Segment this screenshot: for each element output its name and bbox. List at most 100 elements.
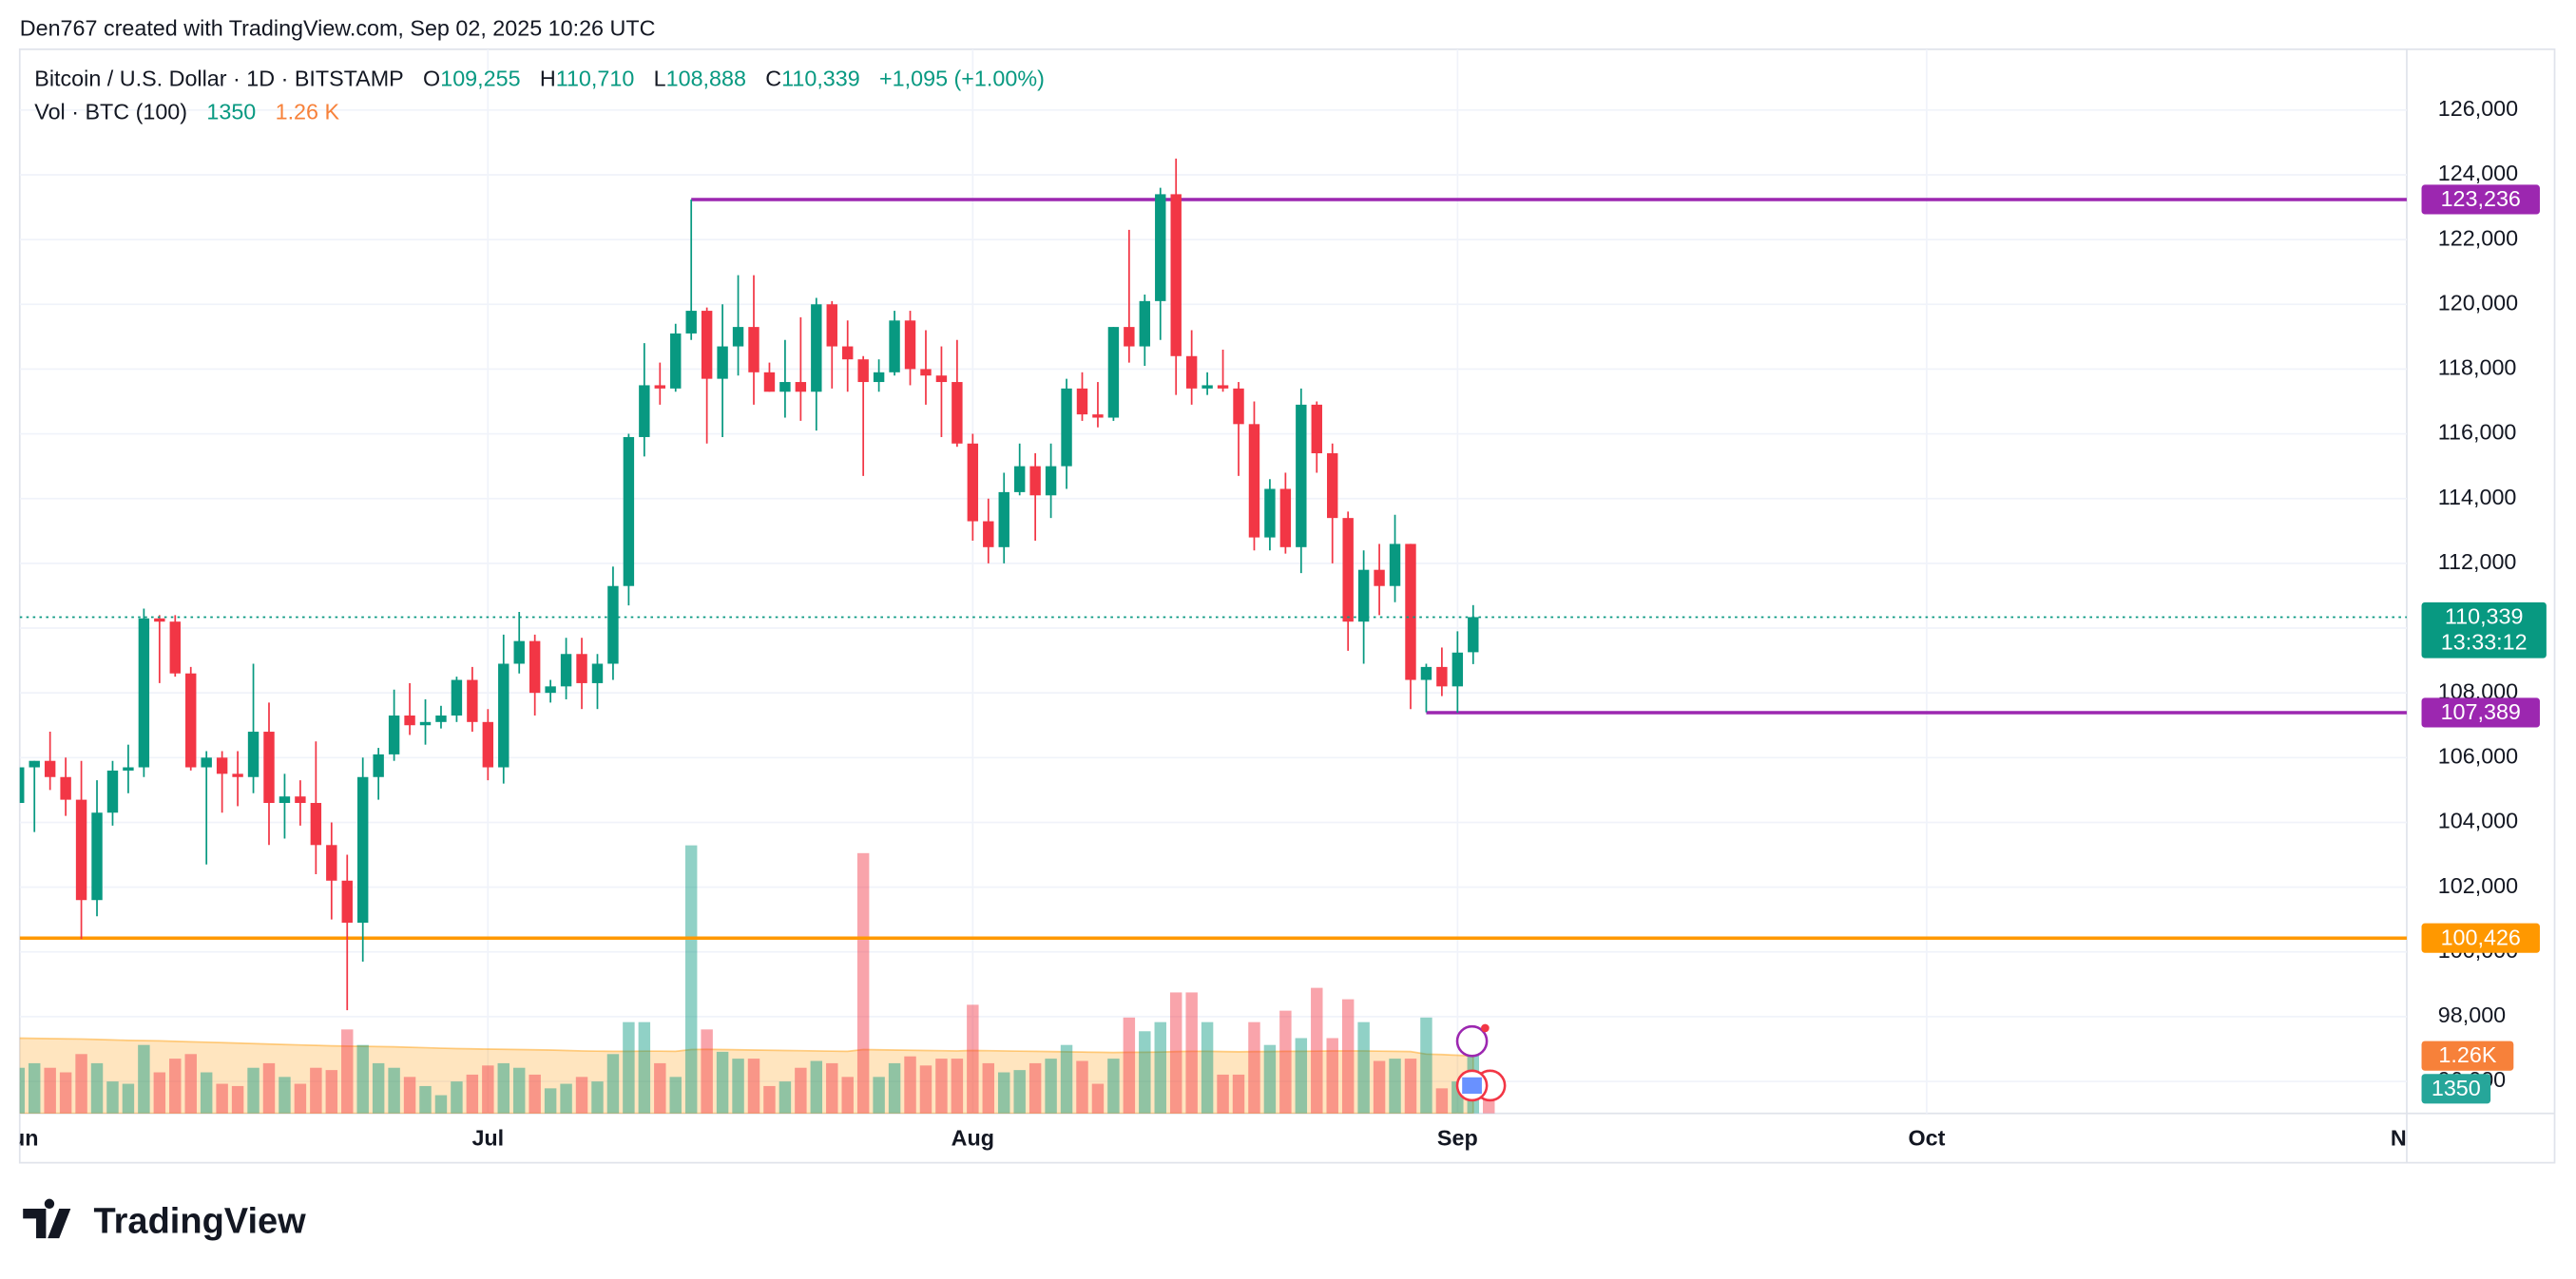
candle-body: [1217, 385, 1229, 389]
volume-bar: [841, 1077, 854, 1114]
candle-body: [1405, 544, 1416, 680]
candle-body: [607, 585, 619, 664]
volume-bar: [310, 1067, 322, 1114]
candle-body: [44, 760, 56, 777]
candle-body: [670, 333, 682, 389]
icon: [1462, 1077, 1482, 1095]
candle-body: [1155, 194, 1166, 301]
volume-bar: [810, 1060, 823, 1114]
volume-bar: [1279, 1010, 1292, 1114]
volume-bar: [654, 1062, 666, 1114]
volume-bar: [403, 1077, 416, 1114]
volume-box: [2421, 1074, 2491, 1104]
candle-body: [795, 382, 807, 392]
price-label: 107,389: [2441, 699, 2521, 724]
candle-body: [623, 436, 635, 586]
volume-bar: [19, 1067, 25, 1114]
candle-body: [404, 716, 415, 726]
volume-bar: [544, 1088, 557, 1114]
volume-bar: [684, 845, 698, 1114]
candle-body: [106, 770, 119, 813]
candle-body: [1311, 404, 1322, 454]
symbol: Bitcoin / U.S. Dollar · 1D · BITSTAMP: [34, 67, 403, 91]
candle-body: [983, 521, 994, 547]
volume-title: Vol · BTC (100): [34, 99, 187, 124]
candle-body: [560, 654, 572, 687]
x-tick-label: Jul: [471, 1126, 504, 1151]
candle-body: [388, 716, 400, 754]
volume-bar: [1295, 1038, 1308, 1114]
volume-bar: [998, 1072, 1010, 1114]
brand-name: TradingView: [94, 1202, 307, 1242]
price-label-box: [2421, 184, 2540, 215]
candle-body: [576, 654, 587, 683]
candle-body: [1342, 518, 1354, 622]
candle-body: [889, 320, 900, 372]
volume-bar: [59, 1072, 72, 1114]
volume-bar: [638, 1021, 651, 1114]
candle-body: [154, 618, 165, 622]
candle-body: [685, 311, 697, 334]
x-tick-label: Nov: [2391, 1126, 2432, 1151]
volume-bar: [75, 1054, 87, 1114]
volume-bar: [1357, 1021, 1370, 1114]
y-tick-label: 114,000: [2438, 485, 2517, 509]
candle-body: [232, 773, 243, 777]
candle-body: [451, 679, 463, 716]
ohlc-value: 110,710: [556, 67, 635, 91]
volume-bar: [1028, 1062, 1042, 1114]
volume-bar: [341, 1029, 354, 1114]
candle-body: [357, 776, 369, 924]
x-tick-label: Sep: [1437, 1126, 1478, 1151]
candle-body: [1420, 666, 1432, 680]
x-tick-label: Aug: [952, 1126, 994, 1151]
volume-bar: [763, 1085, 776, 1114]
candle-body: [1357, 569, 1370, 622]
attribution: Den767 created with TradingView.com, Sep…: [20, 15, 656, 40]
volume-bar: [779, 1081, 792, 1114]
volume-bar: [184, 1054, 197, 1114]
change: +1,095 (+1.00%): [879, 67, 1045, 91]
volume-bar: [90, 1062, 104, 1114]
candle-body: [842, 346, 854, 360]
volume-bar: [153, 1072, 166, 1114]
candle-body: [1468, 617, 1479, 653]
y-tick-label: 122,000: [2438, 225, 2518, 250]
volume-bar: [716, 1051, 729, 1114]
volume-bar: [1326, 1038, 1338, 1114]
candle-body: [998, 491, 1009, 547]
volume-bar: [935, 1059, 948, 1114]
price-label: 100,426: [2441, 925, 2521, 949]
candle-body: [1045, 466, 1057, 496]
volume-bar: [982, 1062, 995, 1114]
volume-bar: [529, 1074, 541, 1114]
candle-body: [91, 812, 103, 901]
candle-body: [826, 304, 837, 347]
ohlc-value: 110,339: [781, 67, 860, 91]
volume-bar: [356, 1044, 369, 1114]
candle-body: [498, 663, 509, 768]
volume-bar: [388, 1067, 400, 1114]
candle-body: [1092, 414, 1104, 418]
candle-body: [467, 679, 478, 722]
price-label-box: [2421, 923, 2540, 953]
volume-bar: [732, 1059, 744, 1114]
volume-bar: [1139, 1031, 1151, 1114]
candle-body: [185, 673, 197, 768]
volume-bar: [1248, 1021, 1260, 1114]
volume-bar: [1013, 1070, 1026, 1114]
grid: [19, 48, 2407, 1114]
volume-bar: [1154, 1021, 1166, 1114]
volume-bar: [106, 1081, 119, 1114]
candle-body: [779, 382, 791, 392]
volume-bar: [575, 1077, 588, 1114]
price-pane: [19, 158, 2407, 1011]
candle-body: [763, 372, 776, 392]
candle-body: [482, 721, 494, 768]
candle-body: [748, 327, 759, 372]
y-tick-label: 98,000: [2438, 1002, 2506, 1027]
volume-bar: [497, 1062, 509, 1114]
candle-body: [935, 375, 948, 383]
price-label: 123,236: [2441, 186, 2521, 211]
volume-bar: [560, 1083, 572, 1114]
